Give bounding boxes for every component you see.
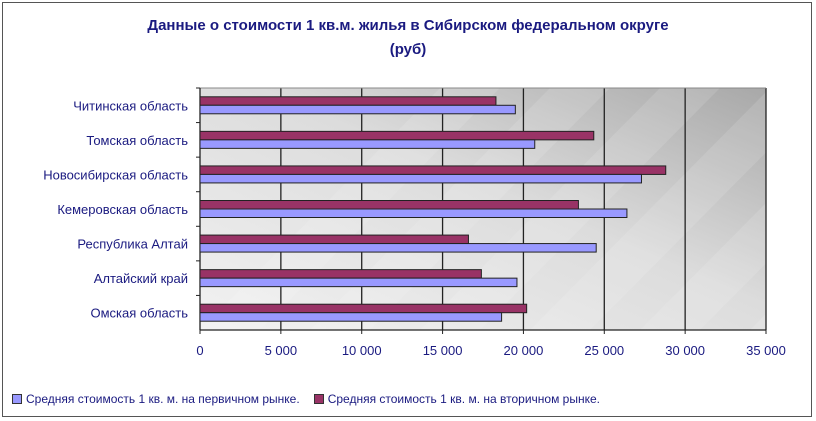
category-label: Томская область bbox=[86, 133, 188, 148]
bar-primary bbox=[199, 173, 642, 184]
bar-secondary bbox=[199, 130, 595, 141]
bar-secondary bbox=[199, 200, 579, 210]
chart-title-line-1: Данные о стоимости 1 кв.м. жилья в Сибир… bbox=[147, 17, 669, 34]
bar-secondary bbox=[199, 234, 469, 245]
legend-swatch-primary bbox=[12, 394, 22, 404]
category-label: Республика Алтай bbox=[77, 237, 188, 252]
legend: Средняя стоимость 1 кв. м. на первичном … bbox=[12, 392, 600, 406]
legend-swatch-secondary bbox=[313, 394, 324, 404]
category-label: Читинская область bbox=[73, 98, 188, 113]
background-band bbox=[750, 313, 766, 330]
x-tick-label: 5 000 bbox=[265, 343, 298, 358]
x-tick-label: 35 000 bbox=[746, 343, 786, 358]
legend-item-primary: Средняя стоимость 1 кв. м. на первичном … bbox=[12, 392, 300, 406]
bar-secondary bbox=[199, 269, 482, 279]
x-tick-label: 25 000 bbox=[584, 343, 624, 358]
background-band bbox=[530, 92, 766, 330]
chart-title: Данные о стоимости 1 кв.м. жилья в Сибир… bbox=[0, 14, 816, 62]
legend-label-secondary: Средняя стоимость 1 кв. м. на вторичном … bbox=[327, 392, 600, 406]
chart-frame bbox=[2, 2, 812, 417]
x-tick-label: 30 000 bbox=[665, 343, 705, 358]
bar-primary bbox=[199, 208, 628, 218]
legend-label-primary: Средняя стоимость 1 кв. м. на первичном … bbox=[26, 392, 300, 406]
bar-primary bbox=[199, 104, 516, 115]
bar-primary bbox=[199, 243, 597, 253]
x-tick-label: 20 000 bbox=[504, 343, 544, 358]
legend-item-secondary: Средняя стоимость 1 кв. м. на вторичном … bbox=[313, 392, 600, 406]
category-label: Кемеровская область bbox=[57, 202, 188, 217]
x-tick-label: 10 000 bbox=[342, 343, 382, 358]
category-label: Омская область bbox=[90, 306, 188, 321]
chart-title-line-2: (руб) bbox=[389, 41, 427, 58]
x-tick-label: 0 bbox=[196, 343, 203, 358]
background-band bbox=[640, 202, 766, 330]
bar-primary bbox=[199, 139, 536, 149]
bar-primary bbox=[199, 312, 503, 322]
category-label: Новосибирская область bbox=[43, 167, 188, 182]
bar-secondary bbox=[199, 96, 497, 106]
bar-secondary bbox=[199, 165, 667, 175]
x-tick-label: 15 000 bbox=[423, 343, 463, 358]
category-label: Алтайский край bbox=[94, 271, 188, 286]
bar-secondary bbox=[199, 303, 528, 314]
bar-primary bbox=[199, 277, 518, 288]
